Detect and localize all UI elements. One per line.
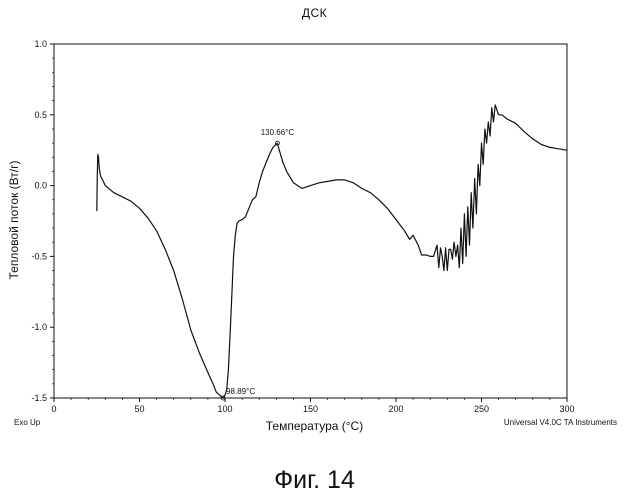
x-tick-label: 100 xyxy=(217,404,232,414)
y-tick-label: 1.0 xyxy=(34,39,47,49)
y-tick-label: 0.5 xyxy=(34,110,47,120)
y-tick-label: 0.0 xyxy=(34,181,47,191)
annotation-label: 98.89°C xyxy=(226,387,255,396)
x-tick-label: 300 xyxy=(559,404,574,414)
x-tick-label: 0 xyxy=(51,404,56,414)
series-line-0 xyxy=(97,105,567,398)
y-tick-label: -0.5 xyxy=(31,251,47,261)
x-tick-label: 50 xyxy=(134,404,144,414)
annotation-label: 130.66°C xyxy=(261,128,295,137)
x-tick-label: 150 xyxy=(303,404,318,414)
plot-frame xyxy=(54,44,567,398)
x-tick-label: 200 xyxy=(388,404,403,414)
y-tick-label: -1.5 xyxy=(31,393,47,403)
x-tick-label: 250 xyxy=(474,404,489,414)
y-tick-label: -1.0 xyxy=(31,322,47,332)
